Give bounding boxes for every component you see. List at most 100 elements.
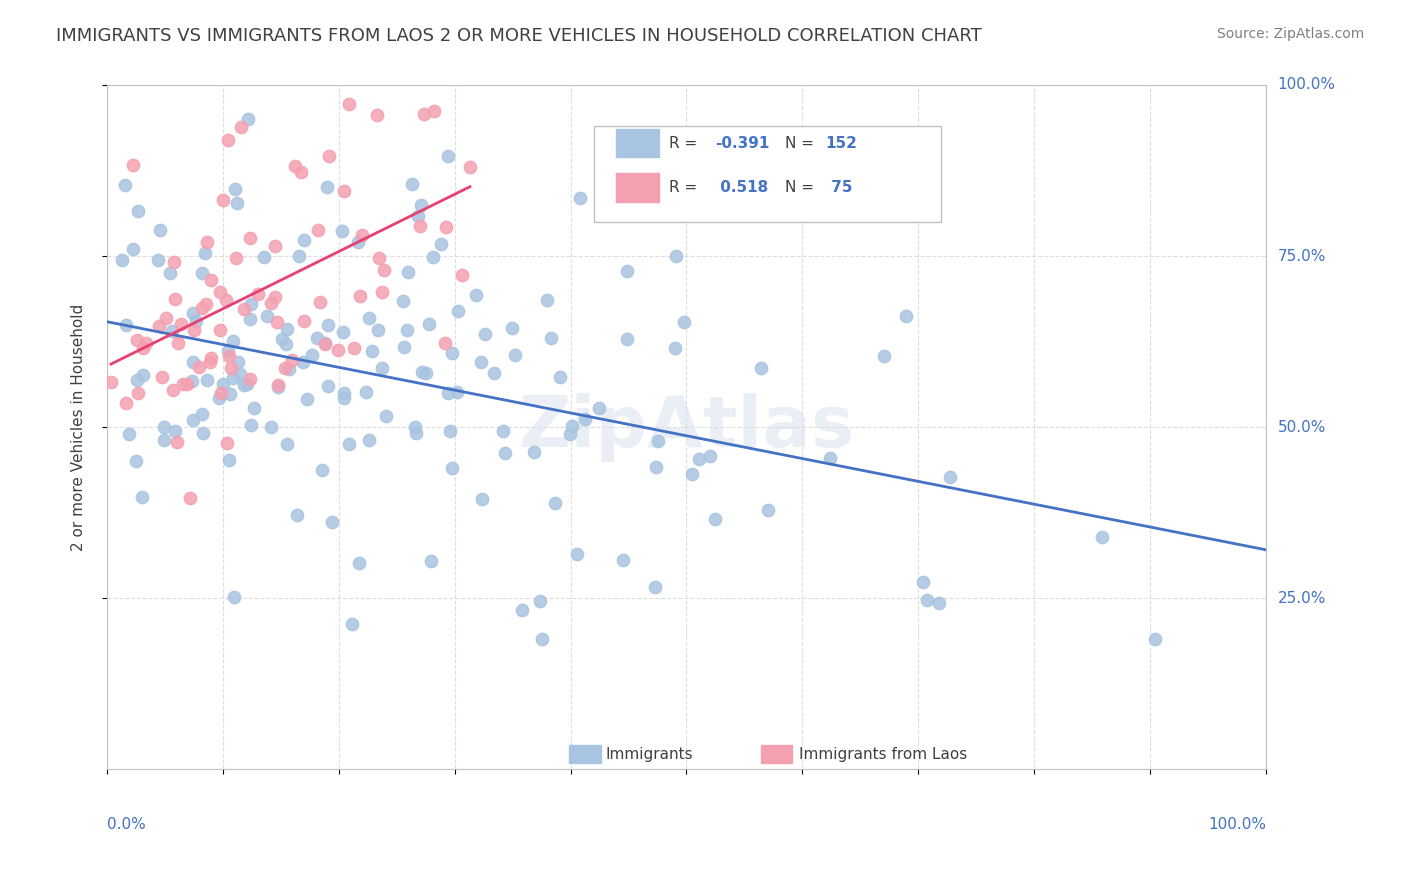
Point — [412, 107, 434, 121]
Point — [209, 386, 232, 401]
Point — [219, 387, 242, 401]
Point — [371, 285, 394, 299]
Point — [470, 354, 492, 368]
Point — [225, 252, 247, 266]
Point — [218, 349, 240, 363]
Point — [408, 219, 430, 234]
Point — [159, 266, 181, 280]
Point — [368, 251, 391, 265]
Point — [253, 251, 276, 265]
Point — [127, 203, 149, 218]
Text: R =: R = — [669, 136, 702, 151]
Point — [392, 341, 415, 355]
Point — [441, 345, 464, 359]
Point — [222, 334, 245, 349]
Point — [146, 252, 169, 267]
Text: Source: ZipAtlas.com: Source: ZipAtlas.com — [1216, 27, 1364, 41]
Point — [211, 193, 233, 207]
Point — [350, 228, 373, 243]
Point — [217, 343, 239, 358]
Point — [704, 512, 727, 526]
Point — [200, 273, 222, 287]
Point — [122, 242, 145, 256]
Text: N =: N = — [785, 180, 814, 195]
Point — [209, 65, 232, 79]
Point — [896, 310, 918, 324]
Point — [484, 366, 506, 380]
Point — [429, 236, 451, 251]
Point — [928, 596, 950, 610]
Point — [239, 372, 262, 386]
FancyBboxPatch shape — [616, 128, 658, 158]
Point — [148, 318, 170, 333]
Point — [404, 420, 426, 434]
Point — [114, 178, 136, 192]
Point — [170, 317, 193, 331]
Point — [267, 377, 290, 392]
Point — [758, 502, 780, 516]
Point — [311, 463, 333, 477]
Point — [318, 149, 340, 163]
Point — [366, 108, 388, 122]
Point — [337, 97, 360, 112]
Point — [163, 293, 186, 307]
Point — [349, 289, 371, 303]
Point — [688, 452, 710, 467]
Point — [127, 373, 149, 387]
Point — [181, 305, 204, 319]
Point — [180, 374, 202, 388]
Point — [191, 301, 214, 316]
Point — [544, 496, 567, 510]
Text: 100.0%: 100.0% — [1208, 817, 1265, 832]
Point — [256, 309, 278, 323]
Point — [316, 379, 339, 393]
Point — [818, 450, 841, 465]
Point — [332, 224, 354, 238]
Point — [118, 426, 141, 441]
Point — [612, 553, 634, 567]
Point — [226, 195, 249, 210]
Point — [681, 467, 703, 482]
Point — [224, 181, 246, 195]
Point — [181, 355, 204, 369]
Point — [441, 461, 464, 475]
Text: ZipAtlas: ZipAtlas — [519, 392, 855, 462]
Point — [266, 315, 288, 329]
Point — [236, 112, 259, 127]
Point — [359, 433, 381, 447]
Point — [179, 491, 201, 505]
Point — [645, 459, 668, 474]
Point — [332, 326, 354, 340]
Point — [155, 310, 177, 325]
Point — [121, 158, 143, 172]
Point — [264, 239, 287, 253]
Point — [240, 417, 263, 432]
Point — [451, 268, 474, 282]
Point — [181, 413, 204, 427]
Point — [501, 321, 523, 335]
Point — [290, 164, 312, 178]
Point — [153, 420, 176, 434]
Point — [281, 352, 304, 367]
Text: 100.0%: 100.0% — [1278, 78, 1336, 93]
FancyBboxPatch shape — [593, 126, 942, 222]
Point — [494, 445, 516, 459]
Point — [314, 337, 336, 351]
FancyBboxPatch shape — [569, 745, 600, 764]
Point — [418, 317, 440, 331]
Point — [291, 355, 314, 369]
Point — [274, 360, 297, 375]
Point — [523, 445, 546, 459]
Point — [176, 377, 198, 392]
Point — [423, 103, 446, 118]
Point — [277, 362, 299, 376]
Point — [749, 360, 772, 375]
Point — [422, 250, 444, 264]
Point — [264, 290, 287, 304]
Point — [406, 209, 429, 223]
Point — [212, 376, 235, 391]
Point — [162, 384, 184, 398]
Point — [187, 360, 209, 375]
Point — [124, 454, 146, 468]
Text: R =: R = — [669, 180, 702, 195]
